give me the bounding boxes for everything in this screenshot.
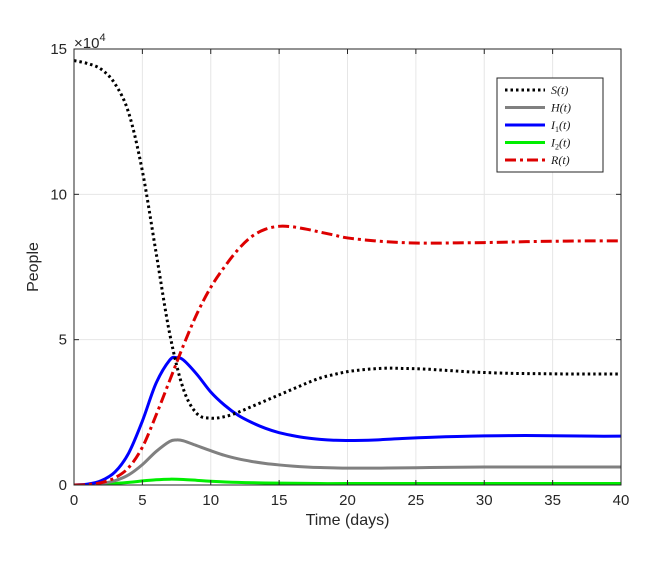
y-axis-label: People (25, 242, 42, 292)
series-line-rt (74, 224, 621, 485)
x-axis-label: Time (days) (306, 512, 390, 529)
x-tick-label: 35 (544, 492, 561, 509)
series-line-i1t (74, 355, 621, 485)
x-tick-label: 40 (613, 492, 630, 509)
series-line-st (74, 59, 621, 420)
x-tick-label: 30 (476, 492, 493, 509)
legend-label: H(t) (550, 101, 571, 115)
series-line-ht (74, 438, 621, 485)
y-axis-multiplier-exp: 4 (99, 32, 105, 44)
legend-label: S(t) (551, 83, 568, 97)
y-tick-label: 10 (50, 186, 67, 203)
y-axis-multiplier-base: ×10 (74, 35, 99, 52)
x-tick-label: 5 (138, 492, 146, 509)
x-tick-label: 20 (339, 492, 356, 509)
x-tick-label: 0 (70, 492, 78, 509)
x-tick-label: 15 (271, 492, 288, 509)
legend: S(t) H(t) I1(t) I2(t)R(t) (496, 77, 604, 173)
y-axis-multiplier: ×104 (74, 32, 106, 52)
y-tick-label: 5 (59, 332, 67, 349)
x-tick-label: 25 (408, 492, 425, 509)
axis-ticks (73, 48, 622, 486)
legend-label: I1(t) (550, 118, 570, 134)
tick-labels: 0 5 10 15 20 25 30 35 40 0 5 10 15 (50, 41, 629, 509)
y-tick-label: 15 (50, 41, 67, 58)
y-tick-label: 0 (59, 477, 67, 494)
x-tick-label: 10 (202, 492, 219, 509)
legend-label: I2(t) (550, 136, 570, 152)
legend-label: R(t) (550, 153, 570, 167)
